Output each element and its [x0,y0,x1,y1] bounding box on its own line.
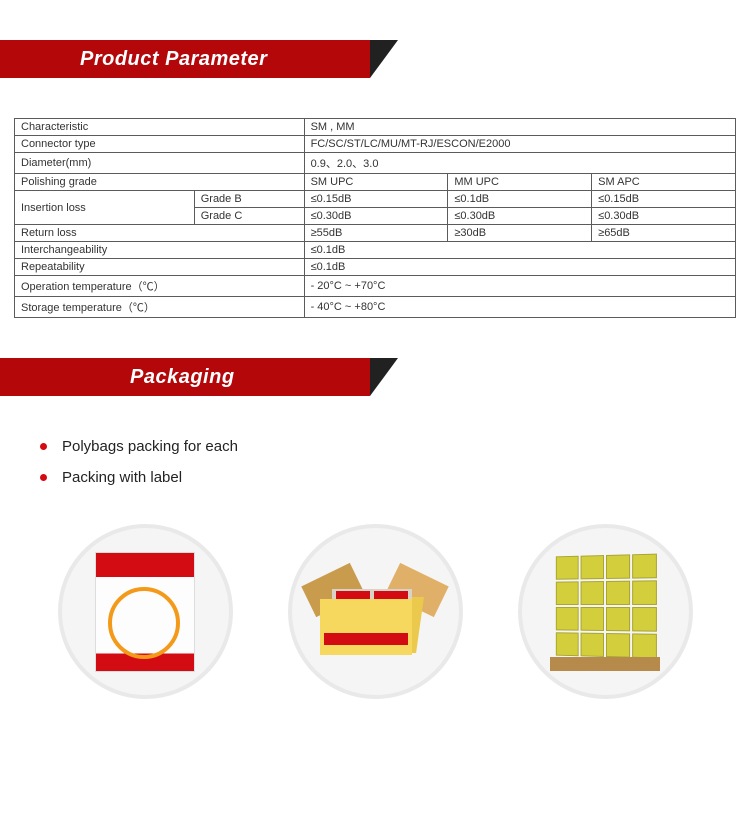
cell-value: ≤0.15dB [592,191,736,208]
table-row: Interchangeability ≤0.1dB [15,242,736,259]
packaging-images-row [0,524,750,699]
banner-title-packaging: Packaging [130,358,235,396]
cell-value: FC/SC/ST/LC/MU/MT-RJ/ESCON/E2000 [304,136,735,153]
list-item: Polybags packing for each [40,436,710,457]
packaging-bullet-list: Polybags packing for each Packing with l… [40,436,710,488]
cell-value: ≤0.15dB [304,191,448,208]
cell-value: ≤0.30dB [448,208,592,225]
cell-value: ≤0.30dB [304,208,448,225]
circle-pallet [518,524,693,699]
table-row: Repeatability ≤0.1dB [15,259,736,276]
circle-carton [288,524,463,699]
table-row: Polishing grade SM UPC MM UPC SM APC [15,174,736,191]
cell-label: Interchangeability [15,242,305,259]
table-row: Operation temperature（℃） - 20°C ~ +70°C [15,276,736,297]
cell-value: - 20°C ~ +70°C [304,276,735,297]
banner-title-parameter: Product Parameter [80,40,267,78]
list-item: Packing with label [40,467,710,488]
cell-label: Characteristic [15,119,305,136]
cell-label: Diameter(mm) [15,153,305,174]
cell-value: - 40°C ~ +80°C [304,297,735,318]
polybag-graphic [95,552,195,672]
cell-col: SM APC [592,174,736,191]
carton-front [320,599,412,655]
pallet-graphic [540,547,670,677]
section-banner-packaging: Packaging [0,358,750,396]
table-row: Diameter(mm) 0.9、2.0、3.0 [15,153,736,174]
table-row: Return loss ≥55dB ≥30dB ≥65dB [15,225,736,242]
cell-label: Polishing grade [15,174,305,191]
table-row: Insertion loss Grade B ≤0.15dB ≤0.1dB ≤0… [15,191,736,208]
cell-value: SM , MM [304,119,735,136]
banner-chevron [370,358,398,396]
banner-chevron [370,40,398,78]
section-banner-parameter: Product Parameter [0,40,750,78]
cell-label: Storage temperature（℃） [15,297,305,318]
carton-label-stripe [324,633,408,645]
cell-value: ≤0.30dB [592,208,736,225]
table-row: Storage temperature（℃） - 40°C ~ +80°C [15,297,736,318]
cell-value: ≤0.1dB [448,191,592,208]
table-row: Connector type FC/SC/ST/LC/MU/MT-RJ/ESCO… [15,136,736,153]
cell-grade: Grade B [194,191,304,208]
cell-label: Insertion loss [15,191,195,225]
table-row: Characteristic SM , MM [15,119,736,136]
pallet-boxes [556,553,657,658]
cell-col: SM UPC [304,174,448,191]
cell-value: ≤0.1dB [304,259,735,276]
cell-col: MM UPC [448,174,592,191]
cell-grade: Grade C [194,208,304,225]
carton-graphic [310,567,440,657]
cell-label: Operation temperature（℃） [15,276,305,297]
cable-ring-icon [108,587,180,659]
circle-polybag [58,524,233,699]
cell-value: 0.9、2.0、3.0 [304,153,735,174]
cell-label: Return loss [15,225,305,242]
spec-table: Characteristic SM , MM Connector type FC… [14,118,736,318]
cell-label: Connector type [15,136,305,153]
cell-value: ≥30dB [448,225,592,242]
cell-value: ≥65dB [592,225,736,242]
cell-value: ≤0.1dB [304,242,735,259]
pallet-base [550,657,660,671]
cell-label: Repeatability [15,259,305,276]
cell-value: ≥55dB [304,225,448,242]
